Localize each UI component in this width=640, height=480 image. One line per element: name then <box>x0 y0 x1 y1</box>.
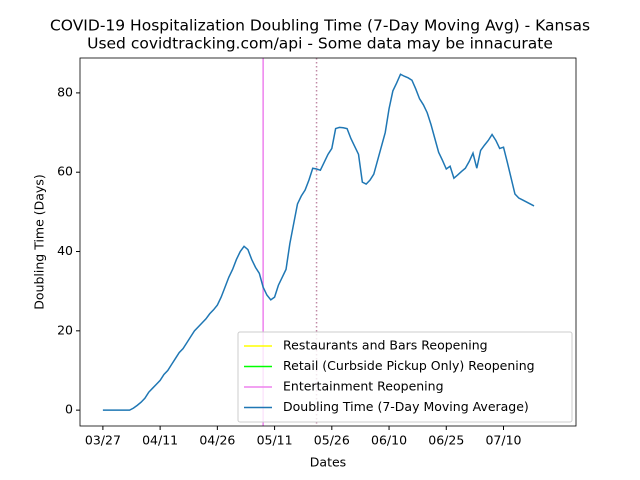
y-tick-label: 80 <box>57 84 73 99</box>
legend-label: Doubling Time (7-Day Moving Average) <box>283 399 529 414</box>
x-axis-label: Dates <box>310 455 346 470</box>
y-axis-label: Doubling Time (Days) <box>32 174 47 309</box>
x-tick-label: 04/11 <box>142 433 178 448</box>
legend-label: Restaurants and Bars Reopening <box>283 338 488 353</box>
x-tick-label: 04/26 <box>199 433 235 448</box>
x-tick-label: 07/10 <box>485 433 521 448</box>
chart-subtitle: Used covidtracking.com/api - Some data m… <box>87 35 553 53</box>
legend-label: Retail (Curbside Pickup Only) Reopening <box>283 358 535 373</box>
y-tick-label: 0 <box>65 402 73 417</box>
y-tick-label: 60 <box>57 164 73 179</box>
data-line <box>102 73 535 411</box>
plot-frame <box>79 57 577 427</box>
y-tick-label: 40 <box>57 243 73 258</box>
x-tick-label: 06/25 <box>428 433 464 448</box>
x-tick-label: 05/11 <box>257 433 293 448</box>
y-tick-label: 20 <box>57 322 73 337</box>
x-tick-label: 06/10 <box>371 433 407 448</box>
x-tick-label: 05/26 <box>314 433 350 448</box>
x-tick-label: 03/27 <box>85 433 121 448</box>
chart-title: COVID-19 Hospitalization Doubling Time (… <box>50 17 590 35</box>
legend-box <box>237 331 573 423</box>
legend-label: Entertainment Reopening <box>283 379 444 394</box>
